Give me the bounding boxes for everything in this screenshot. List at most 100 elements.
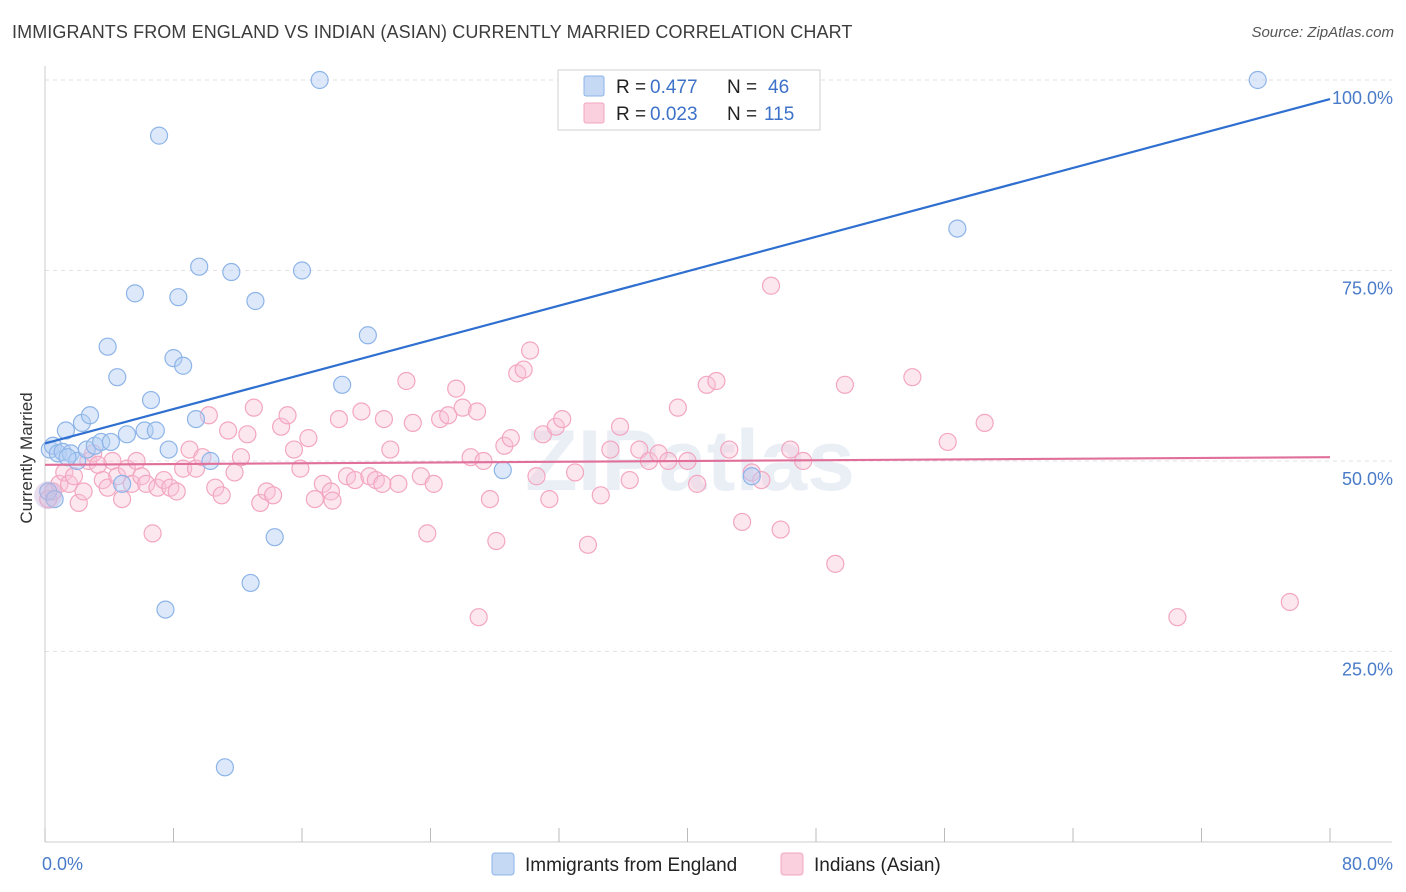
indians-point	[389, 474, 408, 493]
indians-point	[453, 398, 472, 417]
indians-point	[143, 524, 162, 543]
england-point	[39, 482, 58, 501]
indians-point	[553, 409, 572, 429]
indians-point	[212, 486, 231, 505]
x-tick-labels: 0.0% 80.0%	[42, 854, 1393, 874]
y-tick-labels: 25.0% 50.0% 75.0% 100.0%	[1332, 88, 1393, 680]
indians-point	[439, 406, 458, 425]
england-point	[241, 573, 260, 593]
indians-point	[206, 478, 225, 497]
indians-point	[742, 463, 761, 482]
indians-point	[74, 482, 93, 501]
bottom-legend-swatch-indians	[780, 852, 804, 876]
england-point	[156, 600, 175, 619]
indians-point	[381, 440, 400, 459]
england-point	[108, 368, 127, 387]
indians-point	[826, 554, 845, 573]
indians-point	[540, 490, 559, 509]
indians-point	[374, 409, 394, 429]
england-point	[101, 432, 120, 452]
indians-point	[167, 482, 186, 501]
indians-point	[975, 413, 994, 432]
england-point	[159, 440, 178, 459]
indians-point	[610, 417, 630, 436]
x-tick-label: 0.0%	[42, 854, 83, 874]
indians-point	[329, 409, 349, 429]
england-point	[92, 432, 111, 452]
indians-point	[122, 474, 141, 493]
england-point	[333, 375, 352, 394]
indians-point	[137, 474, 156, 493]
england-point	[265, 528, 284, 547]
indians-point	[601, 440, 620, 459]
grid-lines	[45, 79, 1392, 652]
trend-lines	[44, 97, 1331, 466]
england-point	[292, 261, 312, 280]
england-point	[56, 421, 75, 440]
bottom-legend-swatch-england	[491, 852, 515, 876]
indians-point	[345, 470, 365, 490]
indians-point	[263, 486, 283, 505]
indians-point	[69, 493, 88, 513]
england-point	[149, 126, 169, 145]
indians-point	[1280, 592, 1299, 612]
y-axis-label: Currently Married	[17, 392, 36, 523]
indians-point	[148, 478, 167, 497]
indians-point	[480, 490, 500, 509]
indians-point	[43, 482, 63, 501]
indians-point	[487, 531, 506, 551]
indians-point	[761, 276, 781, 295]
cluster-point	[34, 481, 63, 510]
england-point	[58, 448, 77, 467]
indians-point	[781, 440, 800, 459]
bottom-legend-label-indians: Indians (Asian)	[814, 855, 941, 876]
indians-point	[707, 371, 726, 391]
england-point	[112, 474, 132, 493]
bottom-legend-label-england: Immigrants from England	[525, 855, 737, 876]
england-point	[117, 425, 137, 444]
indians-point	[418, 524, 437, 543]
england-point	[493, 461, 512, 480]
england-point	[948, 219, 967, 238]
indians-point	[403, 413, 422, 432]
indians-point	[219, 421, 238, 440]
england-point	[125, 284, 145, 303]
indians-point	[305, 490, 324, 509]
england-point	[186, 409, 206, 429]
indians-point	[467, 402, 487, 421]
england-point	[45, 490, 64, 509]
stats-legend: R = 0.477 N = 46 R = 0.023 N = 115	[557, 69, 821, 131]
legend-n-value-2: 115	[764, 104, 794, 125]
indians-point	[127, 451, 146, 471]
axes	[44, 66, 1392, 843]
data-points	[34, 70, 1299, 777]
indians-point	[720, 440, 739, 459]
indians-point	[272, 417, 291, 436]
indians-point	[244, 398, 263, 417]
england-point	[146, 421, 165, 440]
indians-point	[112, 490, 132, 509]
england-point	[141, 390, 161, 410]
indians-point	[565, 463, 585, 482]
y-tick-label: 75.0%	[1342, 279, 1393, 299]
indians-trend-line	[44, 456, 1331, 466]
indians-point	[527, 467, 546, 486]
england-point	[169, 288, 188, 307]
indians-point	[231, 448, 251, 467]
indians-point	[546, 417, 565, 436]
legend-r-value-2: 0.023	[650, 104, 698, 125]
england-point	[215, 758, 234, 777]
legend-swatch-indians	[583, 102, 605, 124]
indians-point	[771, 520, 790, 539]
legend-n-label-2: N =	[727, 104, 757, 125]
indians-point	[352, 402, 371, 421]
y-tick-label: 25.0%	[1342, 660, 1393, 680]
indians-point	[154, 470, 173, 490]
legend-n-label-1: N =	[727, 77, 757, 98]
indians-point	[469, 608, 488, 627]
england-point	[358, 326, 377, 345]
england-point	[190, 257, 209, 276]
indians-point	[835, 375, 855, 394]
x-tick-label: 80.0%	[1342, 854, 1393, 874]
